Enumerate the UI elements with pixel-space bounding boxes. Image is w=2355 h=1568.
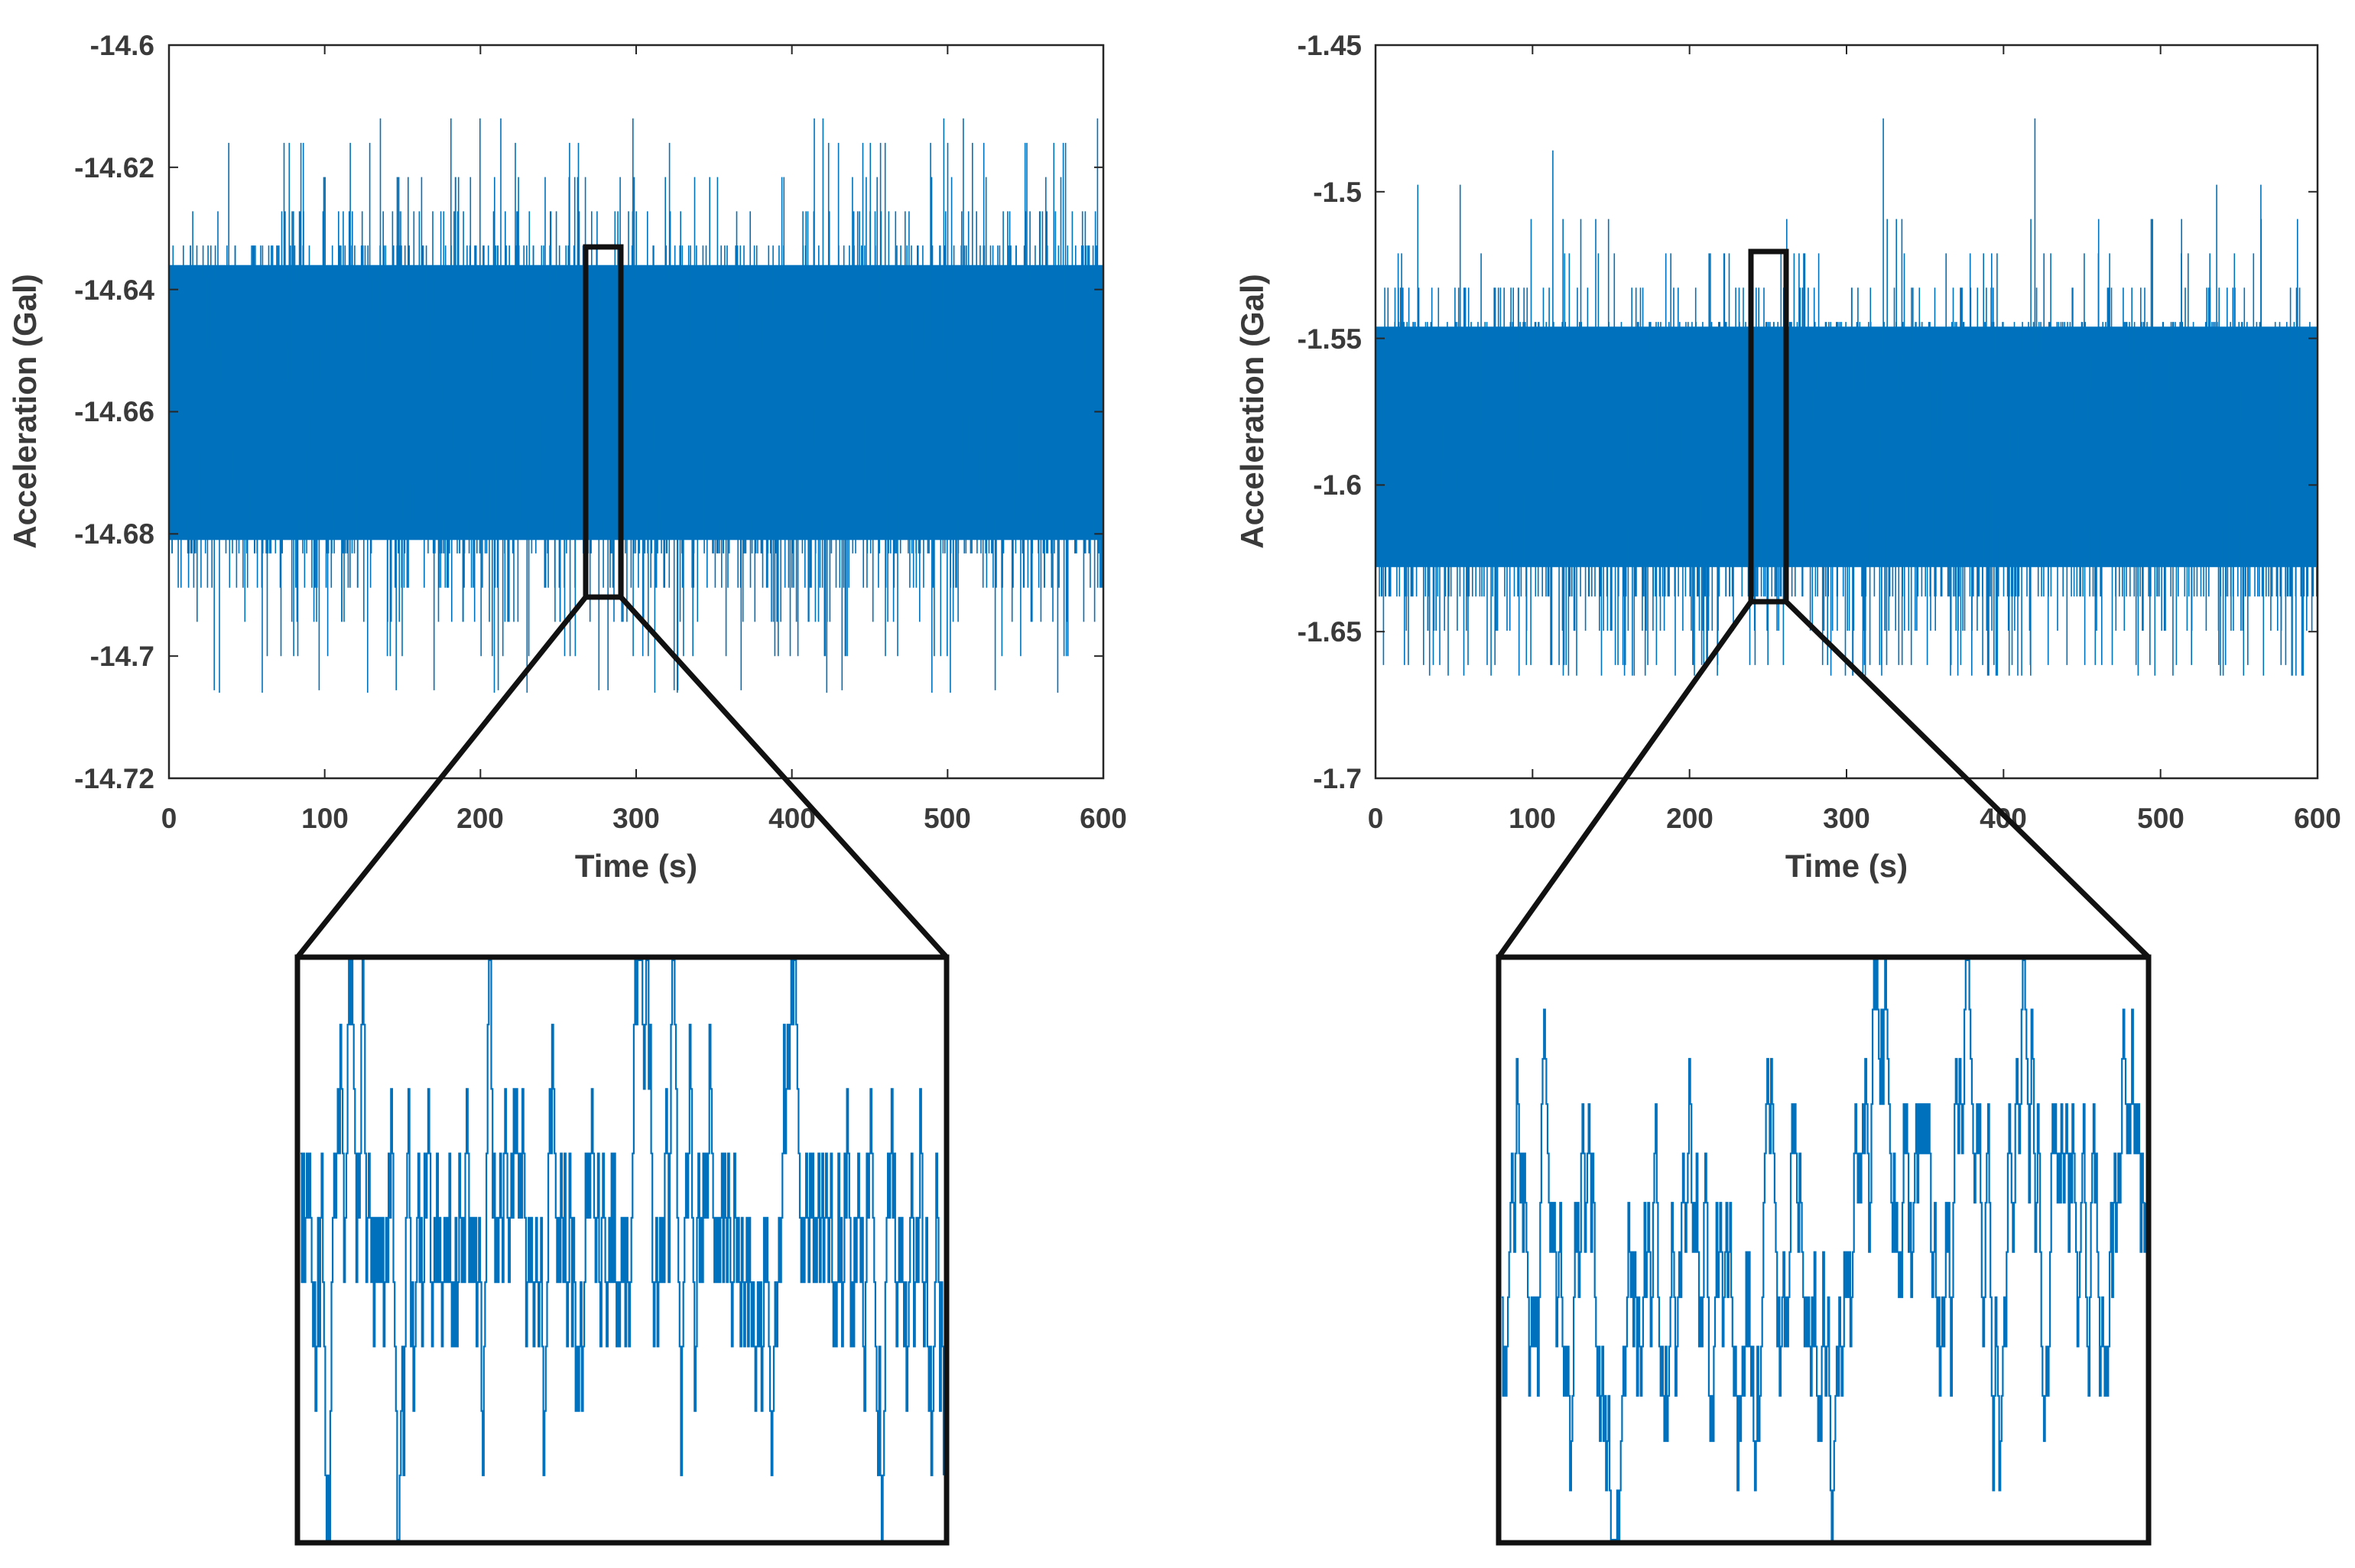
left-zoom-window [583,244,624,600]
left-xtick-label: 200 [456,803,504,834]
left-chart: -14.6 -14.62 -14.64 -14.66 -14.68 -14.7 … [7,30,1127,1546]
right-ytick-label: -1.5 [1313,177,1362,208]
left-ytick-label: -14.68 [74,518,154,550]
right-xtick-label: 200 [1666,803,1713,834]
left-ytick-label: -14.7 [90,641,154,672]
left-xtick-label: 500 [924,803,971,834]
left-yaxis-label: Acceleration (Gal) [7,274,43,548]
right-ytick-label: -1.45 [1298,30,1362,61]
right-series-line [1375,118,2318,676]
left-ytick-label: -14.72 [74,763,154,794]
left-ytick-label: -14.64 [74,274,154,306]
right-chart: -1.45 -1.5 -1.55 -1.6 -1.65 -1.7 0 100 2… [1234,30,2341,1546]
left-tick-marks [168,44,1104,779]
right-zoom-window [1748,248,1789,605]
left-zoom-inset-frame [294,954,950,1546]
right-ytick-label: -1.65 [1298,616,1362,648]
right-inset-series [1502,959,2147,1541]
left-ytick-label: -14.66 [74,396,154,427]
right-xtick-label: 600 [2294,803,2341,834]
right-zoom-connector [1496,599,1753,959]
right-xtick-label: 100 [1509,803,1556,834]
inset-series-line [300,959,945,1541]
right-xtick-label: 500 [2137,803,2184,834]
series-spikes [168,118,1104,693]
inset-series-line [1502,959,2147,1541]
left-zoom-connector [619,595,949,959]
right-xaxis-label: Time (s) [1785,848,1908,884]
right-xtick-label: 300 [1823,803,1870,834]
right-yaxis-label: Acceleration (Gal) [1234,274,1270,548]
left-xtick-label: 600 [1080,803,1127,834]
left-ytick-label: -14.6 [90,30,154,61]
left-ytick-label: -14.62 [74,152,154,183]
right-zoom-inset-frame [1496,954,2152,1546]
left-xtick-label: 0 [161,803,177,834]
left-xtick-label: 400 [768,803,816,834]
right-ytick-label: -1.7 [1313,763,1362,794]
left-xaxis-label: Time (s) [575,848,697,884]
left-series-line [168,118,1104,693]
left-inset-series [300,959,945,1541]
right-ytick-label: -1.6 [1313,469,1362,501]
right-tick-marks [1375,44,2318,779]
right-ytick-label: -1.55 [1298,323,1362,355]
right-xtick-label: 0 [1368,803,1384,834]
left-xtick-label: 100 [301,803,349,834]
right-zoom-connector [1784,599,2151,959]
left-xtick-label: 300 [612,803,660,834]
left-zoom-connector [295,595,588,959]
